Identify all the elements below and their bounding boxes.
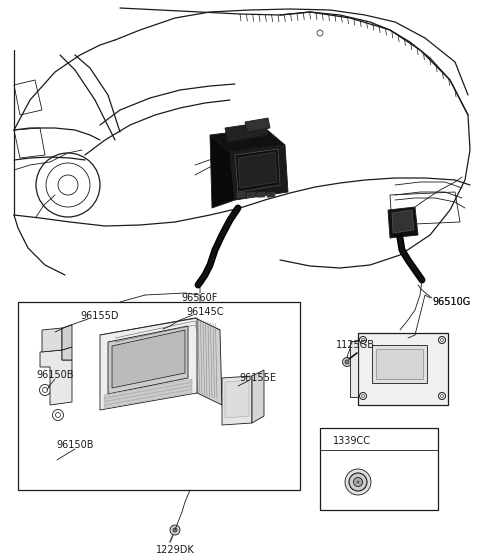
Text: 96560F: 96560F bbox=[182, 293, 218, 303]
Polygon shape bbox=[245, 118, 270, 132]
Bar bbox=[358, 333, 448, 405]
Polygon shape bbox=[235, 149, 280, 192]
Text: 1229DK: 1229DK bbox=[156, 545, 194, 555]
Polygon shape bbox=[225, 122, 268, 142]
Circle shape bbox=[343, 357, 351, 366]
Polygon shape bbox=[100, 318, 220, 347]
Circle shape bbox=[173, 528, 177, 532]
Text: 1125GB: 1125GB bbox=[336, 340, 374, 350]
Polygon shape bbox=[252, 370, 264, 423]
Polygon shape bbox=[222, 376, 252, 425]
Polygon shape bbox=[62, 347, 72, 360]
Text: 96155E: 96155E bbox=[240, 373, 276, 383]
Polygon shape bbox=[267, 193, 275, 198]
Polygon shape bbox=[350, 341, 358, 397]
Circle shape bbox=[345, 469, 371, 495]
Polygon shape bbox=[108, 326, 188, 394]
Polygon shape bbox=[247, 193, 255, 198]
Polygon shape bbox=[195, 318, 222, 405]
Polygon shape bbox=[104, 386, 192, 405]
Polygon shape bbox=[257, 193, 265, 198]
Circle shape bbox=[353, 478, 362, 487]
Text: 96150B: 96150B bbox=[56, 440, 94, 450]
Polygon shape bbox=[388, 207, 418, 238]
Polygon shape bbox=[62, 325, 72, 350]
Polygon shape bbox=[104, 390, 192, 408]
Bar bbox=[18, 302, 300, 490]
Text: 96510G: 96510G bbox=[432, 297, 470, 307]
Text: 1339CC: 1339CC bbox=[333, 436, 371, 446]
Polygon shape bbox=[40, 350, 72, 405]
Bar bbox=[320, 428, 438, 510]
Polygon shape bbox=[238, 152, 277, 188]
Polygon shape bbox=[210, 128, 285, 152]
Bar bbox=[376, 349, 423, 379]
Text: 96510G: 96510G bbox=[432, 297, 470, 307]
Polygon shape bbox=[225, 380, 249, 418]
Circle shape bbox=[345, 360, 349, 364]
Polygon shape bbox=[100, 318, 197, 410]
Circle shape bbox=[170, 525, 180, 535]
Circle shape bbox=[357, 480, 360, 483]
Text: 96145C: 96145C bbox=[186, 307, 224, 317]
Polygon shape bbox=[104, 379, 192, 398]
Polygon shape bbox=[210, 135, 235, 208]
Bar bbox=[372, 345, 427, 383]
Polygon shape bbox=[104, 382, 192, 402]
Polygon shape bbox=[237, 193, 245, 198]
Text: 96150B: 96150B bbox=[36, 370, 74, 380]
Text: 96155D: 96155D bbox=[81, 311, 119, 321]
Polygon shape bbox=[42, 328, 62, 352]
Polygon shape bbox=[112, 330, 185, 388]
Polygon shape bbox=[230, 145, 288, 200]
Polygon shape bbox=[392, 210, 414, 233]
Circle shape bbox=[349, 473, 367, 491]
